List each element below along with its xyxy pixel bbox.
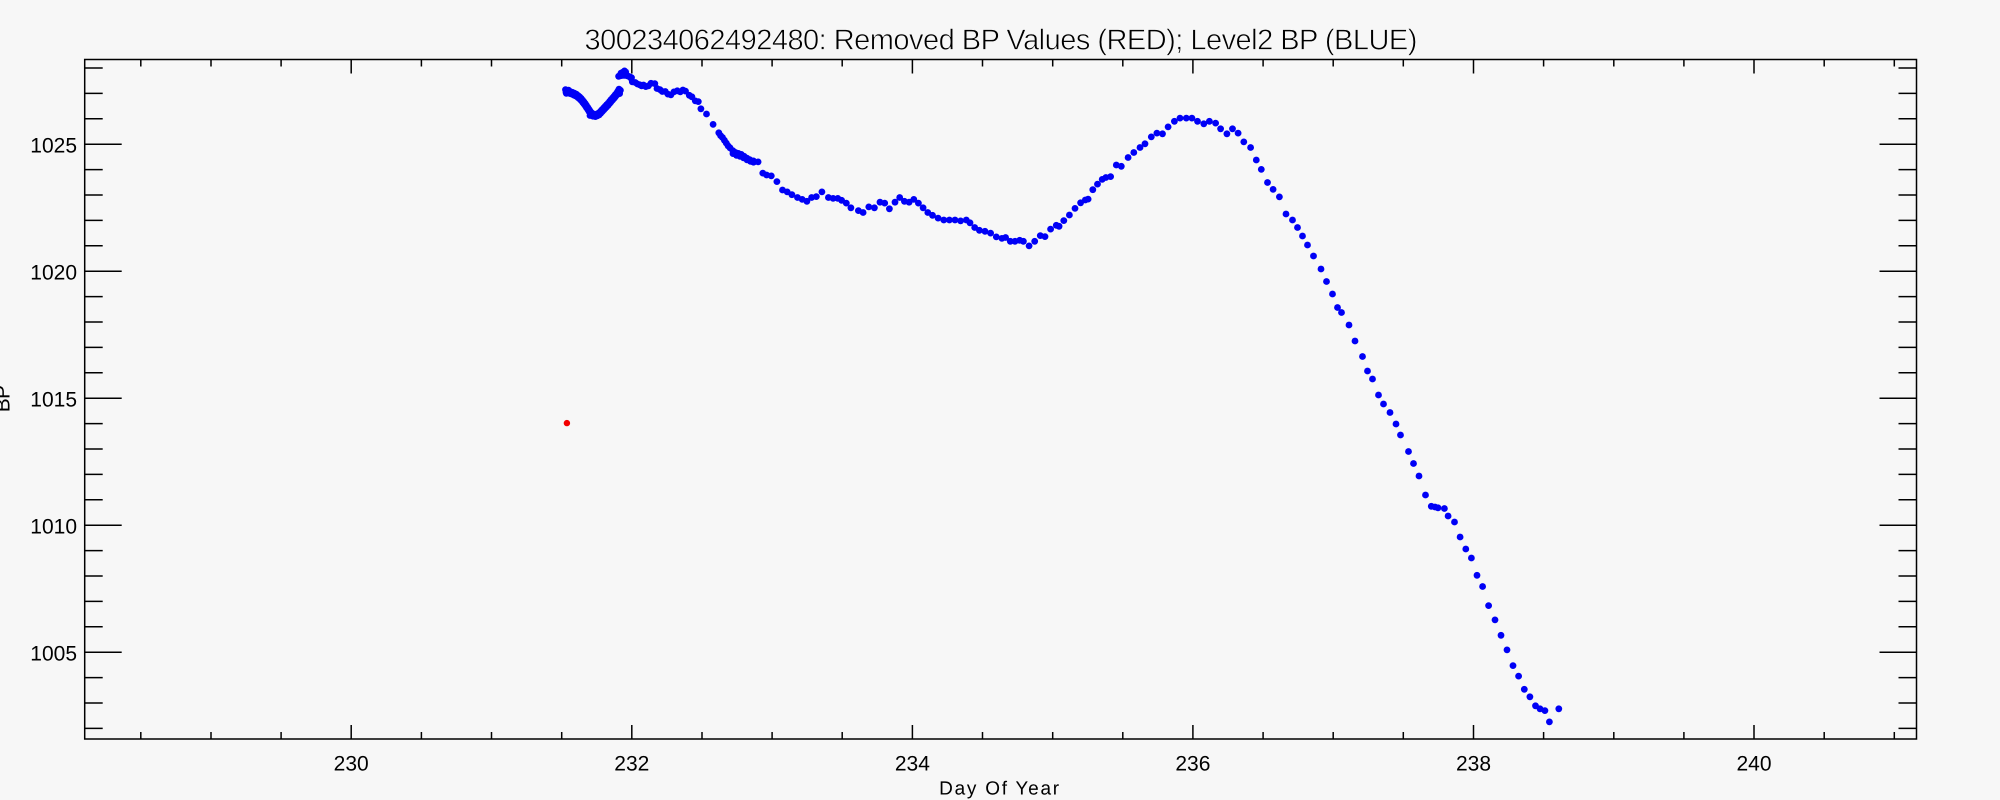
svg-text:232: 232 bbox=[614, 753, 649, 776]
svg-text:1010: 1010 bbox=[30, 516, 77, 539]
svg-text:236: 236 bbox=[1175, 753, 1210, 776]
svg-text:1005: 1005 bbox=[30, 643, 77, 666]
svg-text:Day Of Year: Day Of Year bbox=[939, 779, 1061, 800]
svg-text:234: 234 bbox=[895, 753, 930, 776]
svg-text:240: 240 bbox=[1736, 753, 1771, 776]
svg-text:238: 238 bbox=[1456, 753, 1491, 776]
svg-text:1020: 1020 bbox=[30, 262, 77, 285]
svg-text:1015: 1015 bbox=[30, 389, 77, 412]
svg-text:230: 230 bbox=[334, 753, 369, 776]
svg-text:300234062492480: Removed BP Va: 300234062492480: Removed BP Values (RED)… bbox=[585, 25, 1417, 57]
svg-text:1025: 1025 bbox=[30, 135, 77, 158]
svg-text:BP: BP bbox=[0, 386, 15, 412]
